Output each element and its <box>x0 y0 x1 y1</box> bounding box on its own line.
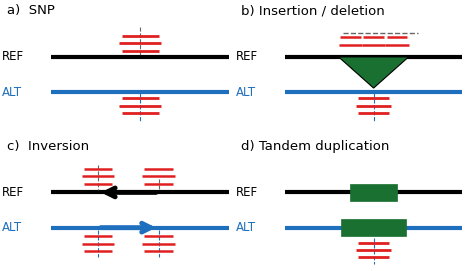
Text: c)  Inversion: c) Inversion <box>7 140 89 153</box>
Text: b) Insertion / deletion: b) Insertion / deletion <box>241 4 384 17</box>
Polygon shape <box>339 57 409 88</box>
Text: ALT: ALT <box>2 221 22 234</box>
Text: ALT: ALT <box>236 221 256 234</box>
Text: d) Tandem duplication: d) Tandem duplication <box>241 140 389 153</box>
Text: ALT: ALT <box>236 86 256 99</box>
Text: REF: REF <box>236 50 258 63</box>
Text: REF: REF <box>236 186 258 199</box>
Bar <box>350 184 397 201</box>
Text: ALT: ALT <box>2 86 22 99</box>
Bar <box>341 219 406 236</box>
Text: REF: REF <box>2 50 24 63</box>
Text: a)  SNP: a) SNP <box>7 4 55 17</box>
Text: REF: REF <box>2 186 24 199</box>
